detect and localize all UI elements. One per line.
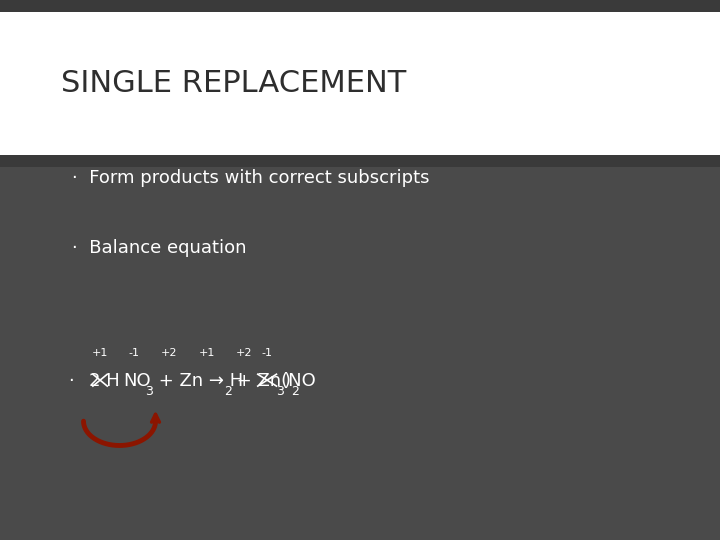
Text: 2: 2 [224, 384, 232, 398]
Text: SINGLE REPLACEMENT: SINGLE REPLACEMENT [61, 69, 407, 98]
Text: +1: +1 [199, 348, 215, 359]
Text: +2: +2 [161, 348, 177, 359]
Text: NO: NO [123, 372, 150, 390]
Text: -1: -1 [128, 348, 140, 359]
Text: 2 H: 2 H [89, 372, 120, 390]
Text: ·  Balance equation: · Balance equation [72, 239, 246, 258]
Text: 2: 2 [291, 384, 299, 398]
Text: +2: +2 [236, 348, 252, 359]
Text: 3: 3 [276, 384, 284, 398]
Text: ·: · [68, 372, 74, 390]
Text: + Zn(NO: + Zn(NO [231, 372, 316, 390]
Text: + Zn → H: + Zn → H [153, 372, 243, 390]
Text: +1: +1 [92, 348, 108, 359]
Text: ·  Form products with correct subscripts: · Form products with correct subscripts [72, 169, 430, 187]
Text: ): ) [284, 372, 291, 390]
Text: 3: 3 [145, 384, 153, 398]
Text: -1: -1 [261, 348, 273, 359]
